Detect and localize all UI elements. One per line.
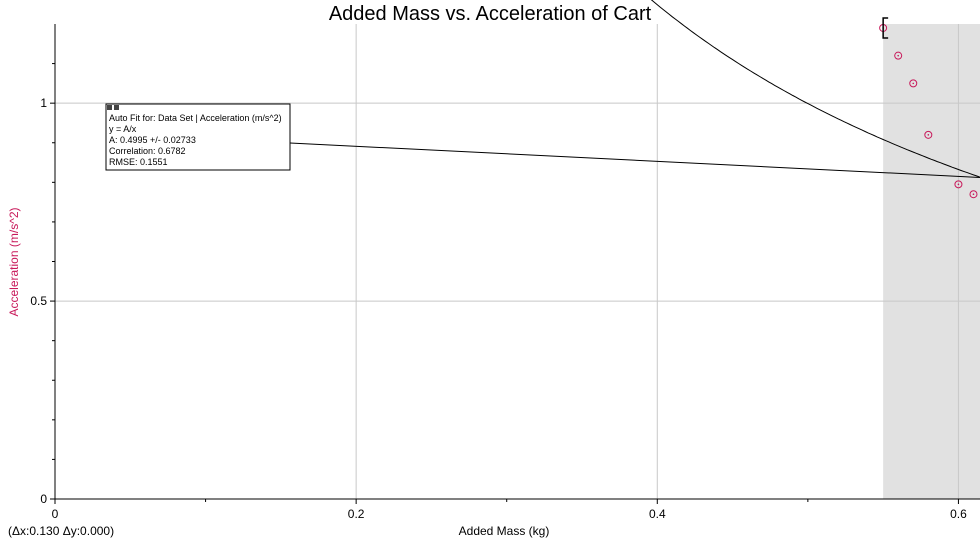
fit-box-line-parameter: A: 0.4995 +/- 0.02733: [109, 135, 196, 145]
data-point: [954, 180, 963, 189]
fit-box-line-equation: y = A/x: [109, 124, 137, 134]
y-axis-label: Acceleration (m/s^2): [7, 208, 21, 317]
chart-title: Added Mass vs. Acceleration of Cart: [329, 3, 652, 25]
y-tick-label: 0.5: [30, 294, 47, 308]
fit-curve: [650, 0, 980, 178]
data-point-center: [897, 54, 899, 57]
fit-box-line-title: Auto Fit for: Data Set | Acceleration (m…: [109, 113, 282, 123]
data-point-center: [972, 193, 975, 196]
data-point: [969, 190, 978, 199]
x-tick-label: 0: [52, 507, 59, 521]
fit-info-box[interactable]: Auto Fit for: Data Set | Acceleration (m…: [105, 103, 291, 171]
fit-box-connector: [289, 142, 980, 178]
y-tick-label: 1: [40, 96, 47, 110]
data-point-center: [927, 134, 930, 136]
data-point: [924, 130, 933, 139]
x-tick-label: 0.6: [950, 507, 967, 521]
x-tick-label: 0.4: [649, 507, 666, 521]
x-axis-label: Added Mass (kg): [459, 524, 550, 538]
fit-box-close-icon[interactable]: [114, 105, 119, 110]
selection-region: [883, 24, 980, 499]
selection-start-bracket: [882, 17, 889, 39]
x-tick-label: 0.2: [348, 507, 365, 521]
fit-box-line-rmse: RMSE: 0.1551: [109, 157, 168, 167]
delta-readout: (Δx:0.130 Δy:0.000): [8, 524, 114, 538]
fit-box-options-icon[interactable]: [107, 105, 112, 110]
fit-box-line-correlation: Correlation: 0.6782: [109, 146, 186, 156]
data-point-center: [912, 82, 915, 85]
y-tick-label: 0: [40, 492, 47, 506]
data-point: [909, 79, 918, 88]
data-point-center: [957, 183, 960, 186]
data-point: [894, 51, 903, 60]
